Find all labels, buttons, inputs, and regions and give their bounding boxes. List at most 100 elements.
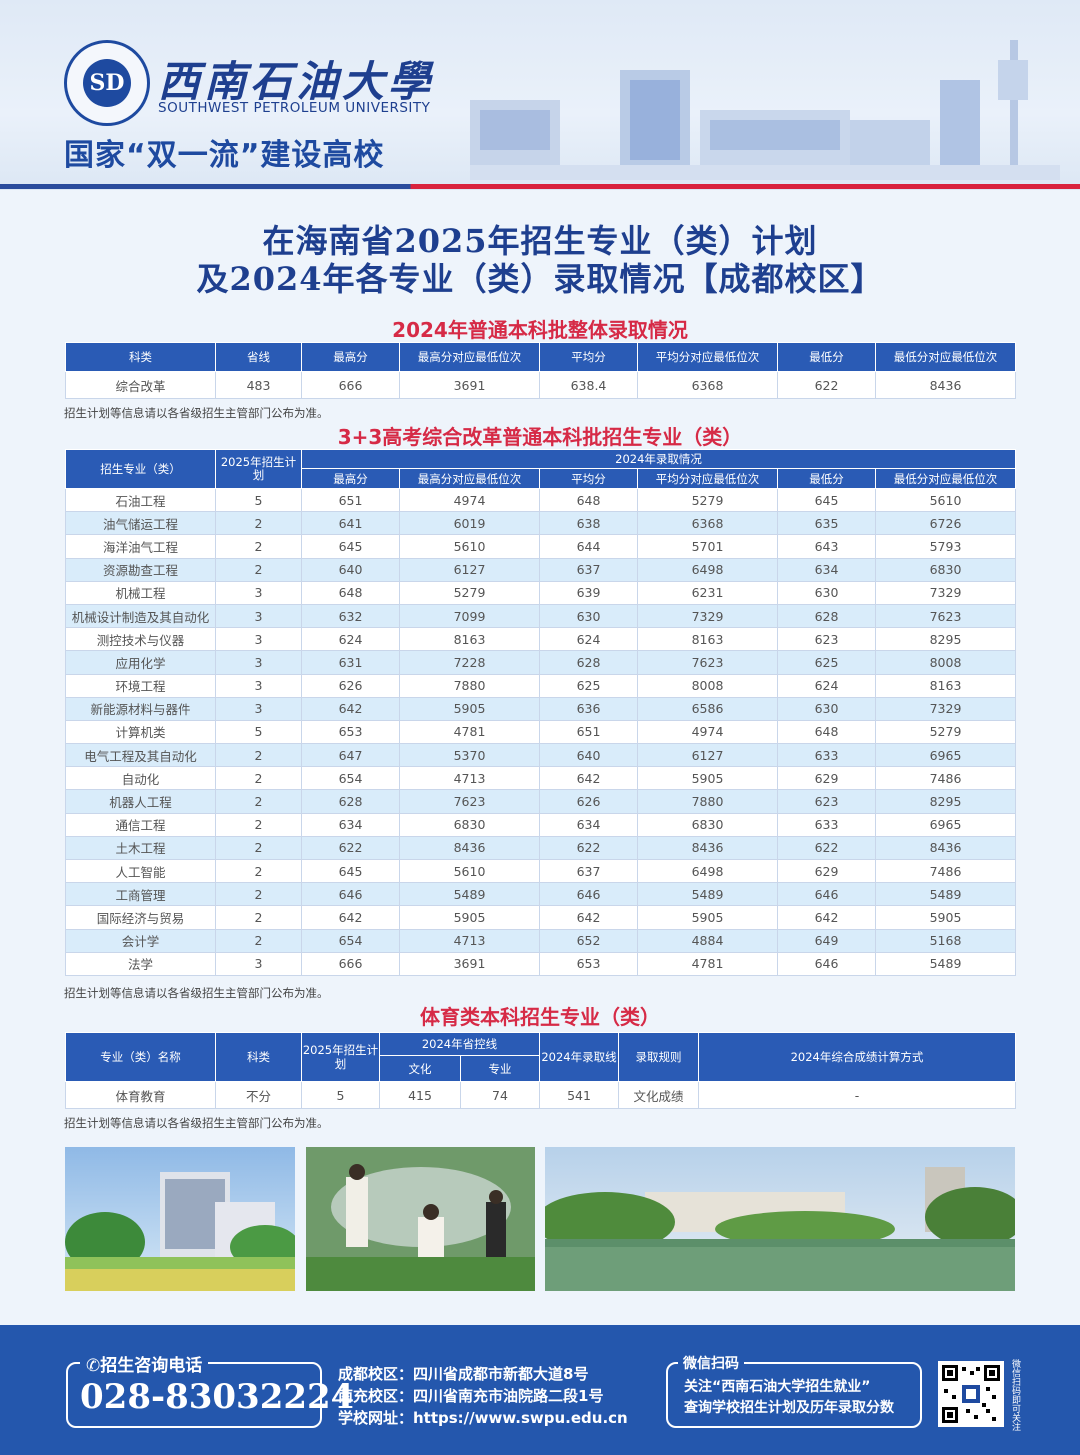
header-cell: 科类 (215, 1032, 302, 1082)
table-cell: 5905 (637, 905, 778, 930)
major-name-cell: 自动化 (65, 766, 216, 791)
table-cell: 3 (215, 673, 302, 698)
table-cell: 4713 (399, 766, 540, 791)
table-cell: 8295 (874, 627, 1017, 652)
table-cell: 638.4 (539, 371, 638, 399)
table-cell: 8163 (399, 627, 540, 652)
table-row: 石油工程 5 651 4974 648 5279 645 5610 (65, 487, 1017, 513)
table-cell: 626 (539, 789, 638, 814)
table-cell: 3691 (399, 371, 540, 399)
major-name-cell: 电气工程及其自动化 (65, 743, 216, 768)
table-cell: 642 (539, 905, 638, 930)
header-cell: 2025年招生计划 (215, 449, 302, 489)
table-cell: 6726 (874, 511, 1017, 536)
table-cell: 8436 (874, 835, 1017, 861)
table-cell: 8163 (637, 627, 778, 652)
major-name-cell: 法学 (65, 951, 216, 976)
table-row: 国际经济与贸易 2 642 5905 642 5905 642 5905 (65, 905, 1017, 930)
major-name-cell: 资源勘查工程 (65, 557, 216, 582)
qr-caption: 微信扫码即可关注 (1010, 1359, 1020, 1431)
header-cell: 最低分对应最低位次 (875, 342, 1016, 372)
table-cell: 7228 (399, 650, 540, 675)
table-cell: 652 (539, 928, 638, 953)
table-row: 测控技术与仪器 3 624 8163 624 8163 623 8295 (65, 627, 1017, 652)
table-cell: 666 (301, 951, 400, 976)
table-cell: 653 (539, 951, 638, 976)
table-cell: 5905 (874, 905, 1017, 930)
header-cell: 2024年省控线 (379, 1032, 540, 1056)
table-cell: 634 (539, 812, 638, 837)
table-cell: 2 (215, 928, 302, 953)
overall-table: 科类 省线 最高分 最高分对应最低位次 平均分 平均分对应最低位次 最低分 最低… (65, 342, 1016, 399)
major-name-cell: 计算机类 (65, 719, 216, 745)
table-cell: 5610 (874, 487, 1017, 513)
table-cell: 648 (539, 487, 638, 513)
students-music-photo (306, 1147, 535, 1291)
table-cell: 6127 (637, 743, 778, 768)
header-cell: 专业（类）名称 (65, 1032, 216, 1082)
header-cell: 2024年录取情况 (300, 449, 1017, 469)
table-cell: 624 (539, 627, 638, 652)
table-cell: 2 (215, 858, 302, 884)
table-cell: 630 (539, 603, 638, 629)
table-cell: 2 (215, 511, 302, 536)
table-cell: 637 (539, 557, 638, 582)
table-cell: 2 (215, 766, 302, 791)
table-cell: 4781 (399, 719, 540, 745)
table-cell: 5370 (399, 743, 540, 768)
hotline-number[interactable]: 028-83032224 (80, 1377, 355, 1417)
table-cell: 631 (301, 650, 400, 675)
table-row: 通信工程 2 634 6830 634 6830 633 6965 (65, 812, 1017, 837)
table-cell: 5168 (874, 928, 1017, 953)
table-cell: 2 (215, 835, 302, 861)
table-cell: 6127 (399, 557, 540, 582)
major-name-cell: 新能源材料与器件 (65, 696, 216, 721)
table-cell: 5279 (637, 487, 778, 513)
header-cell: 最低分 (777, 468, 876, 489)
table-cell: 5 (301, 1081, 380, 1109)
table-cell: 2 (215, 905, 302, 930)
table-cell: 5701 (637, 534, 778, 559)
table-cell: 7329 (874, 696, 1017, 721)
major-name-cell: 应用化学 (65, 650, 216, 675)
table-cell: 633 (777, 812, 876, 837)
sports-note: 招生计划等信息请以各省级招生主管部门公布为准。 (64, 1116, 329, 1130)
table-cell: 体育教育 (65, 1081, 216, 1109)
major-name-cell: 机械工程 (65, 580, 216, 605)
table-cell: 5279 (874, 719, 1017, 745)
majors-section-title: 3+3高考综合改革普通本科批招生专业（类） (337, 425, 743, 449)
table-row: 机器人工程 2 628 7623 626 7880 623 8295 (65, 789, 1017, 814)
header-cell: 最高分 (301, 342, 400, 372)
table-row: 机械设计制造及其自动化 3 632 7099 630 7329 628 7623 (65, 603, 1017, 629)
table-cell: 633 (777, 743, 876, 768)
table-cell: 643 (777, 534, 876, 559)
header-cell: 2024年综合成绩计算方式 (698, 1032, 1016, 1082)
table-cell: 4974 (637, 719, 778, 745)
table-cell: 622 (539, 835, 638, 861)
table-cell: 640 (301, 557, 400, 582)
table-cell: 7486 (874, 766, 1017, 791)
major-name-cell: 机械设计制造及其自动化 (65, 603, 216, 629)
table-cell: 639 (539, 580, 638, 605)
table-cell: 2 (215, 789, 302, 814)
logo-emblem: SD (83, 59, 131, 107)
qr-code-icon[interactable] (938, 1361, 1004, 1427)
table-cell: 636 (539, 696, 638, 721)
table-cell: 6586 (637, 696, 778, 721)
table-cell: 6019 (399, 511, 540, 536)
header-cell: 平均分对应最低位次 (637, 468, 778, 489)
table-cell: 653 (301, 719, 400, 745)
table-cell: 624 (301, 627, 400, 652)
table-cell: 5610 (399, 534, 540, 559)
major-name-cell: 工商管理 (65, 882, 216, 907)
table-cell: 8436 (875, 371, 1016, 399)
table-cell: 622 (301, 835, 400, 861)
website-link[interactable]: 学校网址：https://www.swpu.edu.cn (338, 1409, 628, 1427)
table-row: 计算机类 5 653 4781 651 4974 648 5279 (65, 719, 1017, 745)
campus-skyline-image (470, 40, 1060, 180)
table-cell: 6498 (637, 557, 778, 582)
table-cell: - (698, 1081, 1016, 1109)
table-cell: 3691 (399, 951, 540, 976)
table-cell: 651 (539, 719, 638, 745)
campus-lake-photo (545, 1147, 1015, 1291)
